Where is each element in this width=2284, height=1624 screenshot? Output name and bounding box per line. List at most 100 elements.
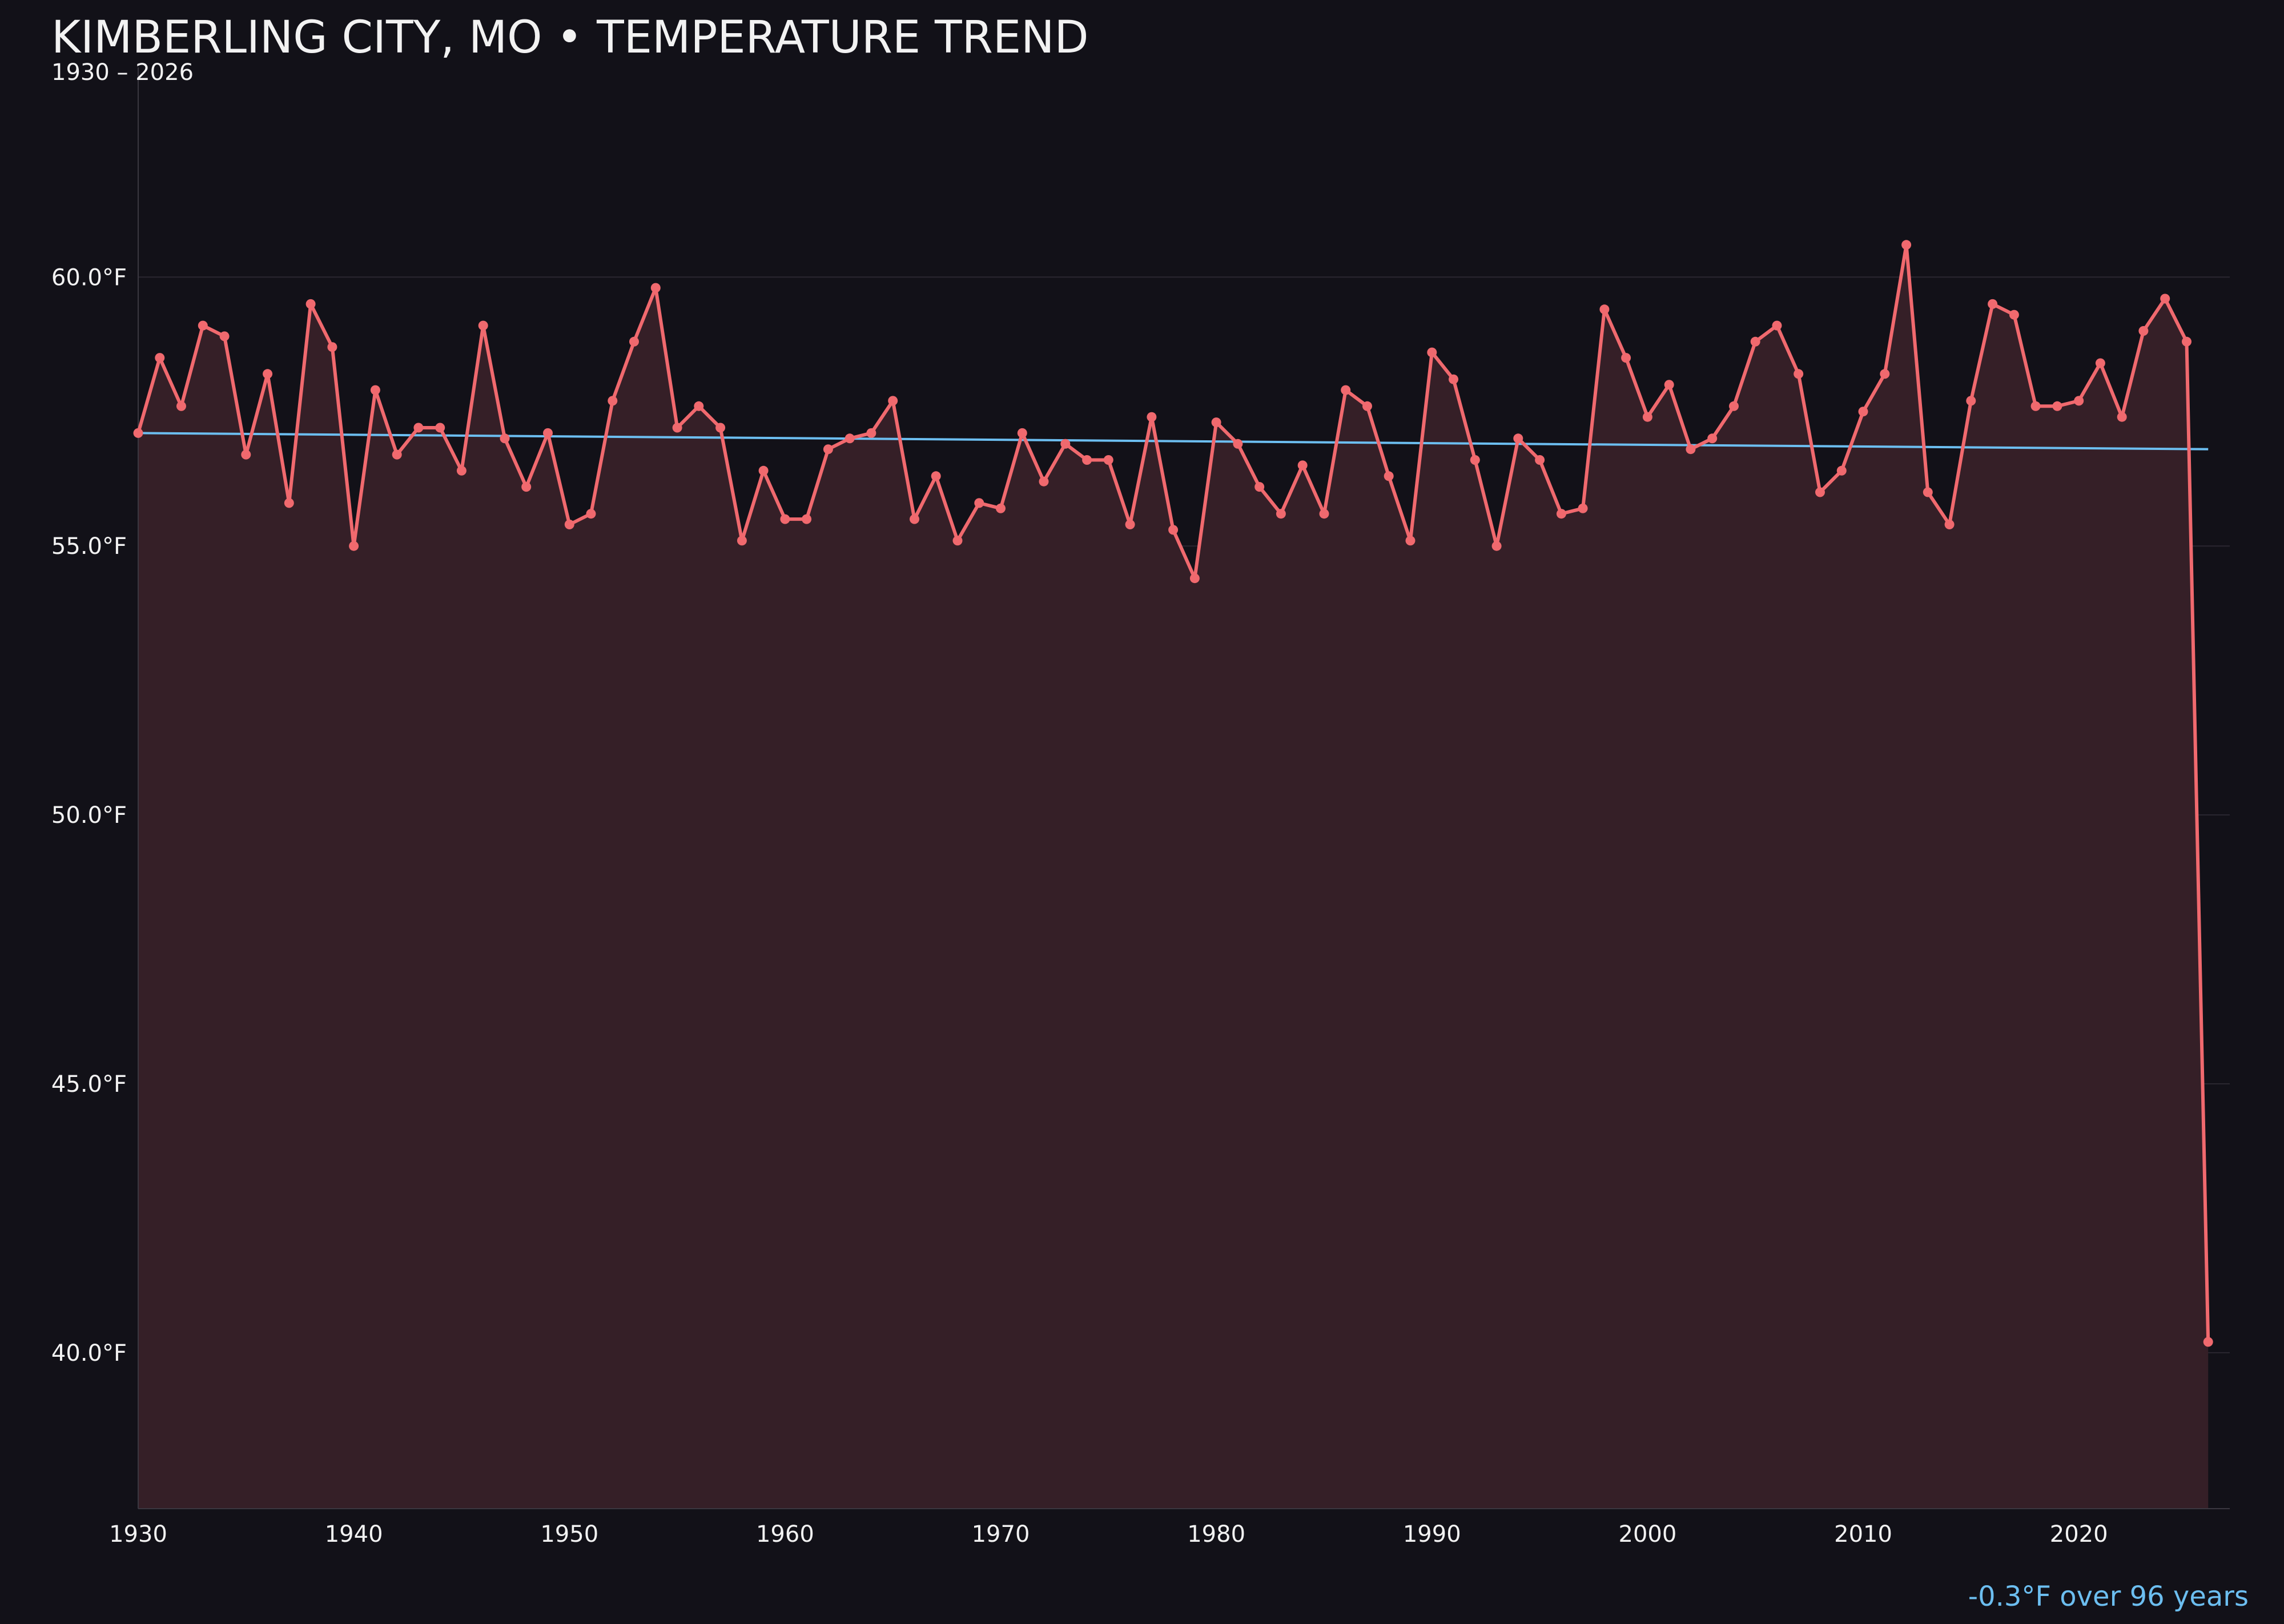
y-tick-label: 55.0°F [51, 533, 127, 560]
data-point-1955 [672, 423, 682, 433]
data-point-1938 [305, 299, 316, 309]
data-points [133, 240, 2213, 1347]
x-tick-label: 1930 [109, 1521, 167, 1547]
trend-annotation: -0.3°F over 96 years [1968, 1581, 2249, 1613]
data-point-1987 [1362, 401, 1372, 411]
data-point-2021 [2095, 358, 2105, 368]
x-tick-label: 2020 [2050, 1521, 2108, 1547]
data-point-2016 [1988, 299, 1998, 309]
data-point-1969 [974, 498, 984, 508]
data-point-2017 [2009, 309, 2019, 320]
data-point-1963 [845, 433, 855, 444]
data-point-2015 [1966, 396, 1976, 406]
x-tick-label: 2000 [1619, 1521, 1677, 1547]
data-point-1991 [1449, 374, 1458, 384]
data-point-1936 [263, 369, 273, 379]
data-point-1935 [241, 449, 251, 460]
x-tick-label: 2010 [1834, 1521, 1892, 1547]
data-point-2006 [1772, 320, 1782, 331]
data-point-2011 [1880, 369, 1890, 379]
data-point-2002 [1686, 444, 1696, 455]
data-point-1990 [1427, 347, 1437, 357]
data-point-1997 [1578, 503, 1588, 513]
data-point-1980 [1211, 417, 1221, 428]
data-point-1942 [392, 449, 402, 460]
data-point-1930 [133, 428, 143, 438]
data-point-2003 [1707, 433, 1718, 444]
y-tick-label: 45.0°F [51, 1071, 127, 1098]
x-tick-label: 1990 [1403, 1521, 1461, 1547]
data-point-2007 [1794, 369, 1804, 379]
data-point-1956 [694, 401, 704, 411]
data-point-1981 [1233, 439, 1243, 449]
data-point-1951 [586, 509, 596, 519]
data-point-1971 [1017, 428, 1027, 438]
data-point-1993 [1491, 541, 1502, 551]
data-point-2020 [2074, 396, 2084, 406]
data-point-1984 [1297, 460, 1308, 471]
data-point-2005 [1750, 336, 1760, 347]
data-point-1946 [478, 320, 488, 331]
data-point-2004 [1729, 401, 1739, 411]
data-point-1996 [1556, 509, 1566, 519]
data-point-1932 [176, 401, 186, 411]
data-point-1962 [823, 444, 833, 455]
data-point-1965 [888, 396, 898, 406]
data-point-2008 [1815, 487, 1825, 497]
x-tick-label: 1950 [540, 1521, 598, 1547]
data-point-1948 [521, 482, 532, 492]
data-point-1988 [1384, 471, 1394, 481]
data-point-1957 [715, 423, 726, 433]
data-point-2026 [2203, 1337, 2213, 1347]
data-point-2018 [2030, 401, 2041, 411]
data-point-1937 [284, 498, 294, 508]
data-point-1995 [1535, 455, 1545, 465]
x-tick-label: 1980 [1187, 1521, 1245, 1547]
data-point-1953 [629, 336, 639, 347]
data-point-1989 [1405, 536, 1416, 546]
data-point-1976 [1125, 520, 1135, 529]
data-point-1983 [1276, 509, 1286, 519]
data-point-1964 [866, 428, 876, 438]
x-tick-labels: 1930 1940 1950 1960 1970 1980 1990 2000 2010 2020 [109, 1521, 2108, 1547]
data-point-2023 [2138, 326, 2149, 336]
x-tick-label: 1960 [756, 1521, 814, 1547]
y-tick-labels: 60.0°F 55.0°F 50.0°F 45.0°F 40.0°F [51, 264, 127, 1366]
data-point-1998 [1599, 304, 1610, 315]
trend-line-group [138, 432, 2209, 451]
y-tick-label: 40.0°F [51, 1340, 127, 1366]
data-point-1967 [931, 471, 941, 481]
data-point-2013 [1923, 487, 1933, 497]
x-tick-label: 1970 [972, 1521, 1030, 1547]
data-point-2009 [1836, 465, 1847, 476]
data-point-2010 [1858, 407, 1868, 417]
data-point-1979 [1189, 573, 1200, 584]
data-point-1954 [650, 283, 661, 293]
data-point-1970 [996, 503, 1006, 513]
data-point-1940 [349, 541, 359, 551]
data-point-1945 [456, 465, 467, 476]
data-point-1959 [758, 465, 769, 476]
y-tick-label: 50.0°F [51, 802, 127, 829]
data-point-1994 [1513, 433, 1523, 444]
data-point-1958 [737, 536, 747, 546]
data-point-1931 [155, 353, 165, 363]
data-point-1939 [327, 342, 337, 352]
data-point-1968 [952, 536, 963, 546]
data-point-2014 [1944, 520, 1955, 529]
data-point-1933 [198, 320, 208, 331]
data-point-1943 [413, 423, 424, 433]
data-point-1961 [802, 514, 812, 524]
data-point-2025 [2182, 336, 2191, 347]
data-point-2022 [2117, 412, 2127, 422]
data-point-1975 [1103, 455, 1113, 465]
data-point-1972 [1039, 476, 1049, 487]
data-point-1944 [435, 423, 445, 433]
data-point-1934 [219, 331, 230, 341]
data-point-2012 [1901, 240, 1912, 250]
axes [138, 67, 2230, 1509]
data-point-1999 [1621, 353, 1631, 363]
data-point-1974 [1082, 455, 1092, 465]
area-fill-path [138, 244, 2209, 1509]
